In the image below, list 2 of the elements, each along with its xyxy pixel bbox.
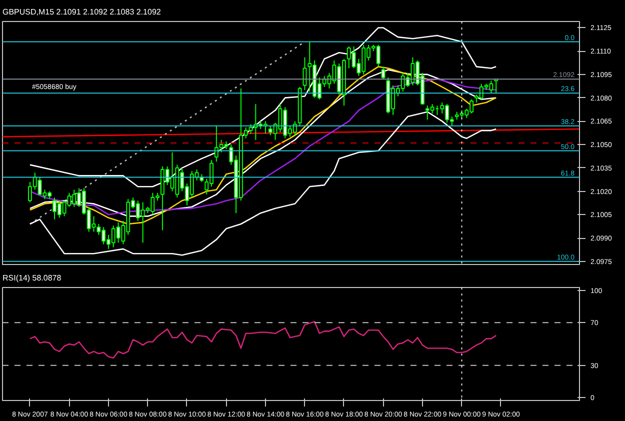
chart-title: RSI(14) 58.0878 <box>2 274 62 282</box>
chart-title: GBPUSD,M15 2.1091 2.1092 2.1083 2.1092 <box>2 8 162 16</box>
